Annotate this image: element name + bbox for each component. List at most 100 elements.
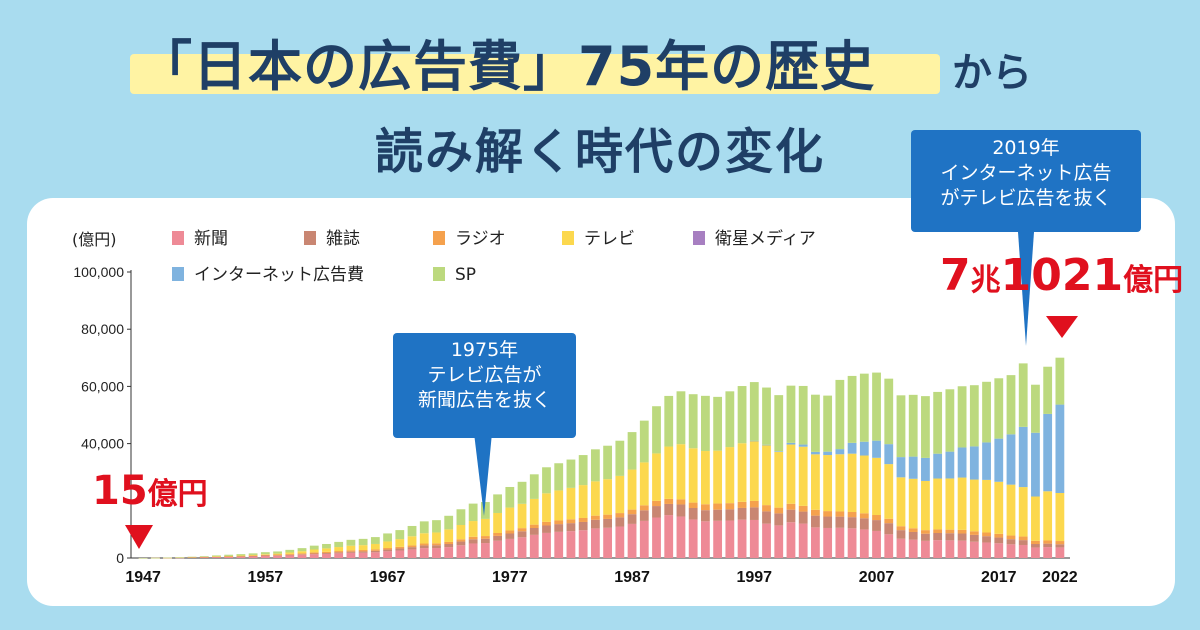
bar-segment [212, 556, 221, 557]
page-title: 「日本の広告費」75年の歴史 [138, 35, 876, 98]
start-value-number: 15 [92, 468, 148, 514]
bar-segment [1031, 547, 1040, 558]
y-tick-label: 60,000 [81, 378, 124, 394]
bar-segment [480, 502, 490, 519]
bar-segment [957, 540, 967, 558]
bar-segment [798, 446, 808, 506]
bar-segment [1018, 544, 1028, 558]
bar-segment [774, 525, 784, 558]
bar-segment [358, 552, 368, 558]
bar-segment [688, 502, 698, 509]
bar-segment [493, 533, 502, 536]
x-tick-label: 1997 [736, 569, 772, 586]
bar-segment [480, 543, 490, 558]
bar-segment [933, 453, 943, 479]
bar-segment [456, 545, 466, 558]
bar-segment [786, 444, 796, 504]
callout-2019-line1: 2019年 [992, 137, 1060, 159]
bar-segment [407, 547, 417, 550]
legend-swatch [693, 231, 705, 245]
start-value: 15億円 [92, 468, 208, 514]
bar-segment [774, 513, 784, 526]
bar-segment [493, 512, 502, 534]
bar-segment [921, 480, 930, 531]
bar-segment [859, 373, 869, 442]
bar-segment [957, 386, 967, 448]
bar-segment [334, 552, 344, 554]
bar-segment [921, 457, 930, 481]
bar-segment [994, 537, 1004, 544]
bar-segment [957, 533, 967, 541]
bar-segment [884, 534, 894, 558]
x-tick-label: 1987 [614, 569, 650, 586]
bar-segment [884, 523, 894, 535]
bar-segment [664, 515, 674, 558]
bar-segment [456, 524, 466, 540]
bar-segment [370, 549, 380, 551]
bar-segment [688, 448, 698, 503]
bar-segment [1043, 540, 1053, 544]
bar-segment [236, 556, 246, 557]
bar-segment [566, 519, 576, 524]
bar-segment [639, 420, 649, 463]
bar-segment [762, 445, 771, 506]
bar-segment [285, 554, 295, 556]
bar-segment [908, 528, 918, 532]
bar-segment [248, 556, 258, 558]
bar-segment [774, 395, 784, 452]
bar-segment [1031, 432, 1040, 497]
bar-segment [285, 549, 295, 553]
bar-segment [933, 529, 943, 534]
bar-segment [786, 385, 796, 443]
bar-segment [517, 481, 527, 504]
bar-segment [309, 545, 319, 550]
bar-segment [383, 533, 392, 542]
bar-segment [823, 395, 833, 452]
bar-segment [737, 507, 747, 520]
bar-segment [1055, 492, 1065, 542]
bar-segment [322, 543, 331, 549]
bar-segment [749, 507, 759, 520]
bar-segment [383, 551, 392, 558]
bar-segment [652, 517, 661, 558]
bar-segment [273, 551, 282, 554]
bar-segment [945, 533, 955, 541]
bar-segment [701, 521, 710, 558]
bar-segment [248, 553, 258, 555]
bar-segment [1018, 363, 1028, 427]
bar-segment [639, 520, 649, 558]
bar-segment [383, 548, 392, 550]
bar-segment [260, 555, 270, 557]
bar-segment [309, 554, 319, 558]
bar-segment [737, 519, 747, 558]
bar-segment [578, 530, 588, 558]
bar-segment [505, 538, 515, 558]
bar-segment [933, 540, 943, 558]
bar-segment [811, 454, 820, 510]
bar-segment [725, 391, 735, 448]
bar-segment [969, 385, 979, 447]
bar-segment [762, 387, 771, 445]
bar-segment [627, 469, 637, 510]
bar-segment [798, 385, 808, 445]
bar-segment [676, 499, 686, 505]
bar-segment [688, 519, 698, 558]
bar-segment [1031, 496, 1040, 541]
bar-segment [896, 526, 906, 531]
bar-segment [212, 555, 221, 557]
bar-segment [322, 553, 331, 558]
bar-segment [762, 505, 771, 512]
bar-segment [517, 531, 527, 538]
bar-segment [212, 556, 221, 558]
bar-segment [713, 520, 723, 558]
bar-segment [517, 528, 527, 532]
bar-segment [701, 451, 710, 505]
bar-segment [921, 540, 930, 558]
bar-segment [554, 490, 564, 521]
bar-segment [1018, 426, 1028, 488]
x-tick-label: 1947 [125, 569, 161, 586]
bar-segment [847, 512, 857, 518]
bar-segment [908, 531, 918, 540]
bar-segment [1043, 413, 1053, 492]
bar-segment [872, 457, 881, 516]
